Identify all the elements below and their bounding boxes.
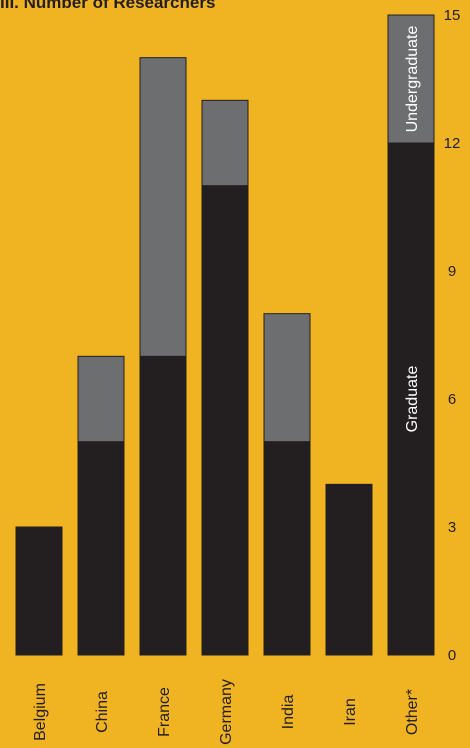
bar-graduate: [387, 142, 435, 656]
bar-graduate: [201, 185, 249, 656]
y-tick-label: 12: [444, 135, 461, 152]
y-tick-label: 9: [448, 263, 456, 280]
y-tick-label: 0: [448, 647, 456, 664]
x-tick-label: Iran: [342, 698, 359, 726]
bar-graduate: [263, 441, 311, 656]
bar-graduate: [77, 441, 125, 656]
y-tick-label: 3: [448, 519, 456, 536]
y-tick-label: 6: [448, 391, 456, 408]
bar-undergraduate: [77, 355, 125, 443]
x-tick-label: China: [94, 691, 111, 733]
x-tick-label: Germany: [218, 679, 235, 745]
bar-graduate: [15, 526, 63, 656]
x-tick-label: Other*: [404, 689, 421, 735]
chart-title: III. Number of Researchers: [0, 0, 216, 12]
bar-undergraduate: [387, 14, 435, 144]
bar-undergraduate: [263, 313, 311, 443]
x-tick-label: India: [280, 695, 297, 730]
series-label-undergraduate: Undergraduate: [404, 26, 421, 133]
bar-graduate: [325, 483, 373, 656]
bar-undergraduate: [201, 99, 249, 187]
bar-graduate: [139, 355, 187, 656]
x-tick-label: France: [156, 687, 173, 737]
series-label-graduate: Graduate: [404, 366, 421, 433]
x-tick-label: Belgium: [32, 683, 49, 741]
y-tick-label: 15: [444, 7, 461, 24]
bar-undergraduate: [139, 57, 187, 357]
